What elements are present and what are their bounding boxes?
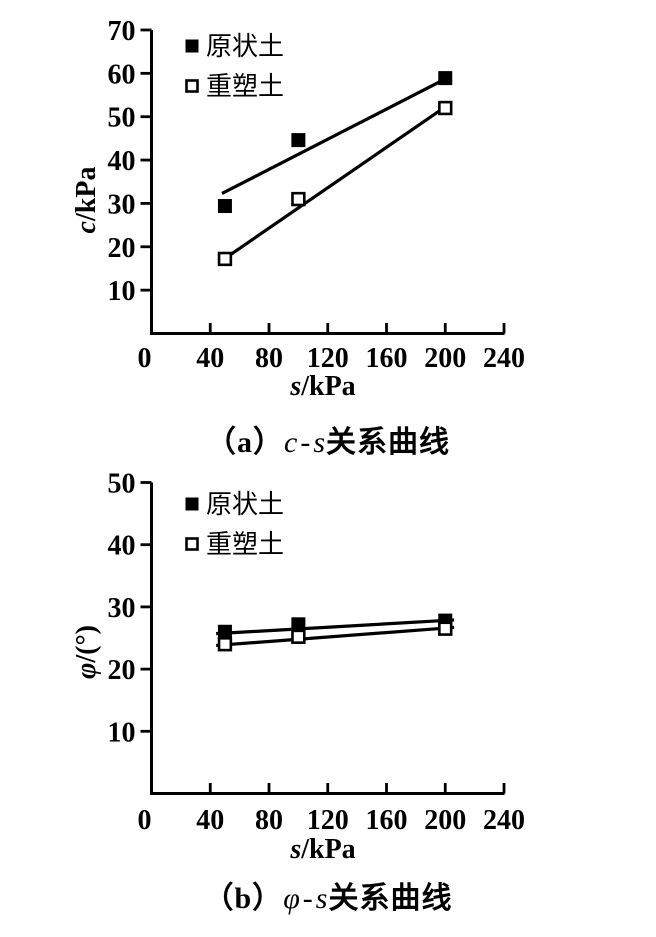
marker-open-square xyxy=(438,100,453,116)
x-tick-label: 200 xyxy=(424,805,466,836)
chart-b-caption: （b）φ-s关系曲线 xyxy=(0,873,656,917)
fit-line-remolded xyxy=(216,625,455,648)
caption-a-separator: - xyxy=(300,426,312,459)
y-axis-title: c/kPa xyxy=(71,167,102,234)
caption-a-suffix: 关系曲线 xyxy=(326,426,450,459)
y-tick-label: 20 xyxy=(108,233,136,264)
legend-label: 重塑土 xyxy=(206,72,284,101)
marker-open-square xyxy=(217,251,233,267)
marker-open-square xyxy=(438,621,453,636)
x-axis-title: s/kPa xyxy=(289,834,355,865)
legend-label: 原状土 xyxy=(206,32,284,61)
caption-a-var1: c xyxy=(283,426,299,459)
x-tick-label: 40 xyxy=(196,805,224,836)
caption-a-index: （a） xyxy=(205,426,284,459)
fit-line-undisturbed xyxy=(216,618,455,636)
legend-marker-filled-square xyxy=(185,497,199,511)
marker-filled-square xyxy=(217,624,232,639)
legend-marker-open-square xyxy=(185,537,199,551)
y-tick-label: 30 xyxy=(108,189,136,220)
x-axis-title: s/kPa xyxy=(289,371,355,402)
marker-open-square xyxy=(291,629,306,644)
caption-a-var2: s xyxy=(313,426,326,459)
legend-marker-filled-square xyxy=(185,39,199,53)
legend-label: 原状土 xyxy=(206,490,284,519)
y-tick-label: 10 xyxy=(108,717,136,748)
y-tick-label: 30 xyxy=(108,593,136,624)
y-tick-label: 40 xyxy=(108,531,136,562)
marker-filled-square xyxy=(291,617,306,632)
y-axis-title: φ/(°) xyxy=(71,625,102,679)
caption-b-var2: s xyxy=(315,882,329,915)
y-tick-label: 40 xyxy=(108,146,136,177)
x-tick-label: 0 xyxy=(138,343,152,374)
y-tick-label: 50 xyxy=(108,469,136,500)
y-tick-label: 10 xyxy=(108,276,136,307)
caption-b-var1: φ xyxy=(283,882,301,915)
x-tick-label: 80 xyxy=(255,343,283,374)
y-tick-label: 60 xyxy=(108,59,136,90)
chart-a-caption: （a）c-s关系曲线 xyxy=(0,417,656,461)
caption-b-separator: - xyxy=(302,882,314,915)
marker-open-square xyxy=(291,191,306,207)
x-tick-label: 0 xyxy=(138,805,152,836)
legend-label: 重塑土 xyxy=(206,530,284,559)
x-tick-label: 240 xyxy=(483,343,525,374)
x-tick-label: 160 xyxy=(366,805,408,836)
y-tick-label: 20 xyxy=(108,655,136,686)
x-tick-label: 200 xyxy=(424,343,466,374)
legend-marker-open-square xyxy=(185,79,199,93)
caption-b-suffix: 关系曲线 xyxy=(328,882,453,915)
marker-filled-square xyxy=(291,133,306,148)
marker-open-square xyxy=(217,637,233,652)
x-tick-label: 120 xyxy=(307,805,349,836)
fit-line-undisturbed xyxy=(221,74,452,195)
marker-filled-square xyxy=(217,199,232,214)
y-tick-label: 50 xyxy=(108,103,136,134)
fit-line-remolded xyxy=(228,101,453,257)
marker-filled-square xyxy=(438,71,453,86)
x-tick-label: 120 xyxy=(307,343,349,374)
x-tick-label: 240 xyxy=(483,805,525,836)
caption-b-index: （b） xyxy=(203,882,284,915)
x-tick-label: 40 xyxy=(196,343,224,374)
y-tick-label: 70 xyxy=(108,16,136,47)
x-tick-label: 80 xyxy=(255,805,283,836)
x-tick-label: 160 xyxy=(366,343,408,374)
